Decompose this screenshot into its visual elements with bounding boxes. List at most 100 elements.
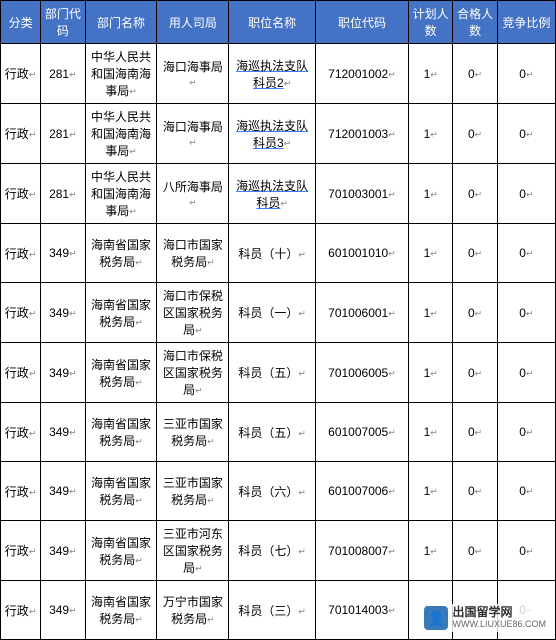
cell-dept-name: 海南省国家税务局↵: [85, 521, 157, 581]
cell-department: 海口海事局↵: [157, 44, 229, 104]
cell-department: 海口市国家税务局↵: [157, 224, 229, 283]
cell-position-code: 701006005↵: [315, 343, 408, 403]
cell-plan-count: 1↵: [408, 521, 452, 581]
cell-position-code: 601007005↵: [315, 403, 408, 462]
cell-plan-count: 1↵: [408, 164, 452, 224]
cell-qualified-count: 0↵: [453, 462, 497, 521]
table-row: 行政↵281↵中华人民共和国海南海事局↵八所海事局↵海巡执法支队科员↵70100…: [1, 164, 556, 224]
table-row: 行政↵281↵中华人民共和国海南海事局↵海口海事局↵海巡执法支队科员3↵7120…: [1, 104, 556, 164]
table-row: 行政↵349↵海南省国家税务局↵三亚市河东区国家税务局↵科员（七）↵701008…: [1, 521, 556, 581]
header-cell-5: 职位代码: [315, 1, 408, 44]
table-row: 行政↵349↵海南省国家税务局↵海口市保税区国家税务局↵科员（五）↵701006…: [1, 343, 556, 403]
cell-category: 行政↵: [1, 224, 41, 283]
cell-position-code: 701006001↵: [315, 283, 408, 343]
cell-department: 海口海事局↵: [157, 104, 229, 164]
cell-category: 行政↵: [1, 462, 41, 521]
cell-position: 海巡执法支队科员3↵: [229, 104, 316, 164]
cell-plan-count: 1↵: [408, 343, 452, 403]
cell-dept-name: 海南省国家税务局↵: [85, 224, 157, 283]
header-cell-2: 部门名称: [85, 1, 157, 44]
cell-position: 海巡执法支队科员2↵: [229, 44, 316, 104]
cell-category: 行政↵: [1, 164, 41, 224]
watermark-text: 出国留学网 WWW.LIUXUE86.COM: [452, 606, 546, 629]
cell-category: 行政↵: [1, 521, 41, 581]
cell-qualified-count: 0↵: [453, 44, 497, 104]
cell-ratio: 0↵: [497, 521, 555, 581]
header-cell-1: 部门代码: [41, 1, 85, 44]
cell-dept-name: 海南省国家税务局↵: [85, 343, 157, 403]
cell-position: 科员（十）↵: [229, 224, 316, 283]
cell-dept-code: 349↵: [41, 403, 85, 462]
cell-dept-code: 349↵: [41, 521, 85, 581]
cell-dept-name: 中华人民共和国海南海事局↵: [85, 44, 157, 104]
cell-category: 行政↵: [1, 44, 41, 104]
cell-qualified-count: 0↵: [453, 104, 497, 164]
cell-ratio: 0↵: [497, 462, 555, 521]
cell-category: 行政↵: [1, 403, 41, 462]
cell-position-code: 601007006↵: [315, 462, 408, 521]
cell-dept-code: 281↵: [41, 44, 85, 104]
cell-department: 海口市保税区国家税务局↵: [157, 283, 229, 343]
cell-ratio: 0↵: [497, 44, 555, 104]
position-table: 分类部门代码部门名称用人司局职位名称职位代码计划人数合格人数竞争比例 行政↵28…: [0, 0, 556, 640]
cell-plan-count: 1↵: [408, 403, 452, 462]
header-cell-7: 合格人数: [453, 1, 497, 44]
header-cell-0: 分类: [1, 1, 41, 44]
cell-dept-code: 349↵: [41, 462, 85, 521]
cell-qualified-count: 0↵: [453, 224, 497, 283]
cell-position-code: 601001010↵: [315, 224, 408, 283]
table-row: 行政↵349↵海南省国家税务局↵三亚市国家税务局↵科员（五）↵601007005…: [1, 403, 556, 462]
header-cell-3: 用人司局: [157, 1, 229, 44]
cell-qualified-count: 0↵: [453, 343, 497, 403]
cell-ratio: 0↵: [497, 343, 555, 403]
cell-dept-name: 海南省国家税务局↵: [85, 581, 157, 640]
cell-position: 科员（六）↵: [229, 462, 316, 521]
header-cell-8: 竞争比例: [497, 1, 555, 44]
watermark-icon: 👤: [424, 606, 448, 630]
cell-plan-count: 1↵: [408, 224, 452, 283]
table-body: 行政↵281↵中华人民共和国海南海事局↵海口海事局↵海巡执法支队科员2↵7120…: [1, 44, 556, 640]
watermark-cn: 出国留学网: [452, 606, 546, 619]
cell-dept-code: 349↵: [41, 343, 85, 403]
cell-ratio: 0↵: [497, 104, 555, 164]
cell-position-code: 712001002↵: [315, 44, 408, 104]
cell-dept-name: 海南省国家税务局↵: [85, 462, 157, 521]
header-row: 分类部门代码部门名称用人司局职位名称职位代码计划人数合格人数竞争比例: [1, 1, 556, 44]
cell-position-code: 701008007↵: [315, 521, 408, 581]
cell-department: 八所海事局↵: [157, 164, 229, 224]
cell-position: 科员（三）↵: [229, 581, 316, 640]
cell-qualified-count: 0↵: [453, 164, 497, 224]
cell-plan-count: 1↵: [408, 44, 452, 104]
cell-position: 科员（一）↵: [229, 283, 316, 343]
cell-position: 海巡执法支队科员↵: [229, 164, 316, 224]
cell-ratio: 0↵: [497, 403, 555, 462]
cell-dept-code: 281↵: [41, 164, 85, 224]
cell-position: 科员（五）↵: [229, 403, 316, 462]
cell-position-code: 712001003↵: [315, 104, 408, 164]
table-row: 行政↵349↵海南省国家税务局↵三亚市国家税务局↵科员（六）↵601007006…: [1, 462, 556, 521]
cell-department: 三亚市国家税务局↵: [157, 462, 229, 521]
cell-department: 三亚市国家税务局↵: [157, 403, 229, 462]
cell-ratio: 0↵: [497, 283, 555, 343]
cell-category: 行政↵: [1, 104, 41, 164]
watermark-url: WWW.LIUXUE86.COM: [452, 620, 546, 630]
cell-qualified-count: 0↵: [453, 521, 497, 581]
table-row: 行政↵349↵海南省国家税务局↵海口市国家税务局↵科员（十）↵601001010…: [1, 224, 556, 283]
cell-position: 科员（七）↵: [229, 521, 316, 581]
cell-ratio: 0↵: [497, 224, 555, 283]
cell-ratio: 0↵: [497, 164, 555, 224]
cell-dept-name: 海南省国家税务局↵: [85, 403, 157, 462]
cell-department: 海口市保税区国家税务局↵: [157, 343, 229, 403]
cell-plan-count: 1↵: [408, 462, 452, 521]
cell-dept-name: 中华人民共和国海南海事局↵: [85, 104, 157, 164]
header-cell-6: 计划人数: [408, 1, 452, 44]
cell-dept-name: 海南省国家税务局↵: [85, 283, 157, 343]
table-row: 行政↵349↵海南省国家税务局↵海口市保税区国家税务局↵科员（一）↵701006…: [1, 283, 556, 343]
cell-dept-code: 349↵: [41, 224, 85, 283]
cell-dept-name: 中华人民共和国海南海事局↵: [85, 164, 157, 224]
cell-dept-code: 281↵: [41, 104, 85, 164]
cell-category: 行政↵: [1, 343, 41, 403]
cell-position-code: 701014003↵: [315, 581, 408, 640]
cell-dept-code: 349↵: [41, 581, 85, 640]
cell-qualified-count: 0↵: [453, 403, 497, 462]
